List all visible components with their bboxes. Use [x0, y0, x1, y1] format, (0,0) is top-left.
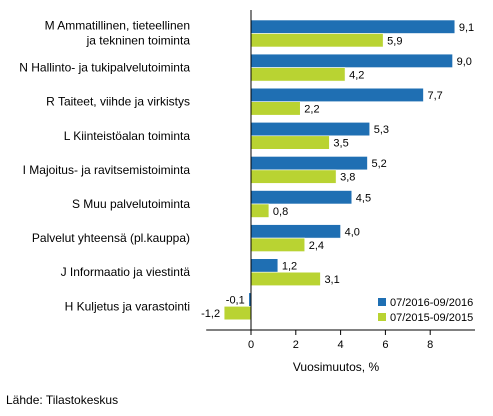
category-label: M Ammatillinen, tieteellinen: [45, 19, 190, 33]
bar-series1: [250, 190, 353, 205]
legend: 07/2016-09/2016 07/2015-09/2015: [378, 297, 473, 324]
x-axis-title: Vuosimuutos, %: [293, 360, 380, 374]
category-label: ja tekninen toiminta: [86, 34, 191, 48]
data-label: 4,5: [356, 192, 371, 204]
data-label: 0,8: [273, 206, 288, 218]
data-label: 4,0: [345, 226, 360, 238]
bar-series2: [250, 169, 337, 184]
bar-series1: [250, 224, 341, 239]
bar-series2: [250, 271, 321, 287]
data-label: 3,1: [324, 274, 339, 286]
data-label: -0,1: [226, 295, 245, 307]
data-label: 9,0: [457, 56, 472, 68]
x-tick-label: 4: [338, 339, 344, 351]
bar-series1: [250, 122, 371, 137]
source-note: Lähde: Tilastokeskus: [6, 393, 119, 407]
bar-series2: [250, 67, 346, 82]
legend-swatch: [378, 298, 386, 306]
data-label: 3,8: [340, 172, 355, 184]
category-label: N Hallinto- ja tukipalvelutoiminta: [19, 61, 190, 75]
category-label: L Kiinteistöalan toiminta: [64, 129, 191, 143]
data-label: 2,4: [309, 240, 324, 252]
legend-label: 07/2016-09/2016: [390, 297, 473, 309]
category-label: H Kuljetus ja varastointi: [65, 299, 190, 313]
data-label: 5,9: [387, 35, 402, 47]
legend-label: 07/2015-09/2015: [390, 312, 473, 324]
data-label: 3,5: [333, 138, 348, 150]
data-label: 2,2: [304, 103, 319, 115]
bar-series2: [223, 305, 252, 321]
bar-series1: [250, 156, 368, 171]
bar-series2: [250, 135, 330, 150]
x-tick-label: 8: [427, 339, 433, 351]
data-label: 5,3: [374, 124, 389, 136]
data-label: 4,2: [349, 69, 364, 81]
category-label: S Muu palvelutoiminta: [72, 197, 190, 211]
x-axis: 0 2 4 6 8 Vuosimuutos, %: [206, 10, 475, 374]
data-label: 5,2: [371, 158, 386, 170]
data-label: 1,2: [282, 260, 297, 272]
bar-series1: [250, 53, 453, 68]
x-tick-label: 0: [248, 339, 254, 351]
bar-series1: [250, 258, 279, 273]
data-label: 9,1: [459, 22, 474, 34]
category-label: J Informaatio ja viestintä: [61, 265, 191, 279]
bar-series2: [250, 237, 306, 252]
bar-series1: [250, 87, 424, 102]
data-label: -1,2: [201, 308, 220, 320]
bar-series2: [250, 203, 270, 218]
category-label: I Majoitus- ja ravitsemistoiminta: [23, 163, 191, 177]
x-tick-label: 2: [293, 339, 299, 351]
bar-series2: [250, 33, 384, 48]
bar-series2: [250, 101, 301, 116]
legend-swatch: [378, 313, 386, 321]
data-label: 7,7: [427, 90, 442, 102]
bar-series1: [250, 19, 456, 34]
category-label: Palvelut yhteensä (pl.kauppa): [32, 231, 190, 245]
category-label: R Taiteet, viihde ja virkistys: [46, 95, 190, 109]
x-tick-label: 6: [382, 339, 388, 351]
